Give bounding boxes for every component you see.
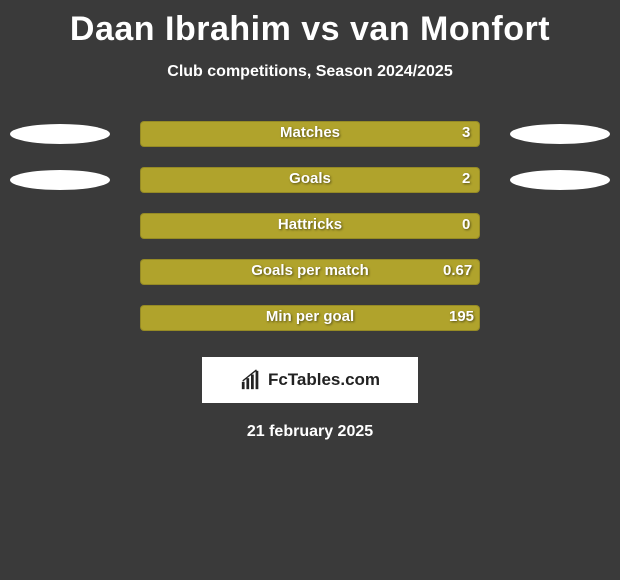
- stat-value: 3: [462, 124, 470, 141]
- stat-row: Min per goal 195: [0, 305, 620, 331]
- stat-value: 2: [462, 170, 470, 187]
- page-title: Daan Ibrahim vs van Monfort: [0, 0, 620, 49]
- stat-value: 0.67: [443, 262, 472, 279]
- stat-row: Hattricks 0: [0, 213, 620, 239]
- stat-row: Goals 2: [0, 167, 620, 193]
- chart-icon: [240, 369, 262, 391]
- right-ellipse: [510, 170, 610, 190]
- stat-value: 195: [449, 308, 474, 325]
- stat-row: Goals per match 0.67: [0, 259, 620, 285]
- stat-row: Matches 3: [0, 121, 620, 147]
- stats-rows: Matches 3 Goals 2 Hattricks 0 Goals per match 0…: [0, 121, 620, 331]
- logo-box: FcTables.com: [202, 357, 418, 403]
- right-ellipse: [510, 124, 610, 144]
- left-ellipse: [10, 170, 110, 190]
- left-ellipse: [10, 124, 110, 144]
- stat-value: 0: [462, 216, 470, 233]
- stat-label: Goals per match: [251, 262, 369, 279]
- logo-text: FcTables.com: [268, 370, 380, 390]
- stat-label: Matches: [280, 124, 340, 141]
- date-text: 21 february 2025: [0, 423, 620, 441]
- stat-label: Hattricks: [278, 216, 342, 233]
- stat-label: Goals: [289, 170, 331, 187]
- stat-label: Min per goal: [266, 308, 354, 325]
- subtitle: Club competitions, Season 2024/2025: [0, 63, 620, 81]
